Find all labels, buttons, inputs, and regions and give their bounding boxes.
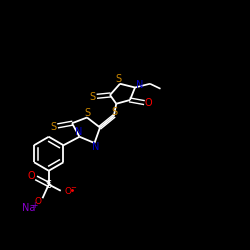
Text: S: S [112, 107, 117, 117]
Text: S: S [84, 108, 90, 118]
Text: O: O [145, 98, 152, 108]
Text: O: O [28, 171, 35, 181]
Text: S: S [90, 92, 96, 102]
Text: O: O [34, 198, 41, 206]
Text: S: S [46, 180, 52, 190]
Text: N: N [74, 127, 82, 137]
Text: S: S [50, 122, 56, 132]
Text: O: O [64, 188, 71, 196]
Text: Na: Na [22, 203, 36, 213]
Text: +: + [31, 201, 38, 210]
Text: N: N [136, 80, 143, 90]
Text: −: − [70, 185, 76, 191]
Text: N: N [92, 142, 100, 152]
Text: S: S [115, 74, 121, 84]
